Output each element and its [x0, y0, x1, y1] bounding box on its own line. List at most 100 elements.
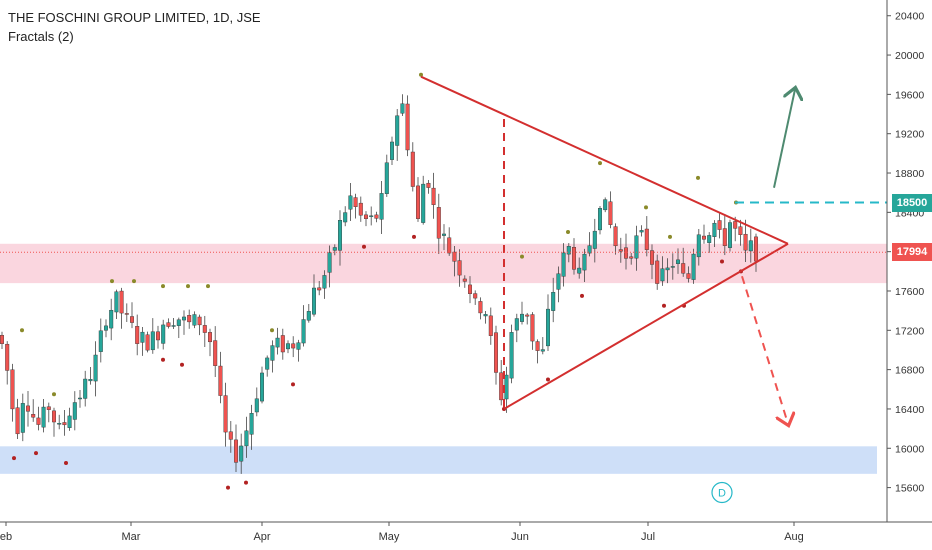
candle-body — [364, 214, 369, 219]
candle-body — [488, 315, 493, 336]
candle-body — [639, 230, 644, 233]
candle-body — [686, 273, 691, 279]
fractal-up-marker — [132, 279, 136, 284]
candle-body — [88, 379, 93, 382]
candle-body — [338, 220, 343, 251]
chart-legend: THE FOSCHINI GROUP LIMITED, 1D, JSE Frac… — [8, 8, 261, 46]
fractal-up-marker — [696, 175, 700, 180]
fractal-down-marker — [34, 451, 38, 456]
time-tick-label: Jul — [641, 531, 655, 543]
candle-body — [410, 151, 415, 187]
candle-body — [114, 291, 119, 313]
candle-body — [291, 343, 296, 349]
candle-body — [509, 332, 514, 379]
candle-body — [207, 332, 212, 343]
fractal-down-marker — [226, 485, 230, 490]
fractal-up-marker — [668, 234, 672, 239]
candle-body — [98, 330, 103, 352]
candle-body — [379, 193, 384, 220]
candle-body — [707, 235, 712, 243]
candle-body — [322, 275, 327, 289]
symbol-title[interactable]: THE FOSCHINI GROUP LIMITED, 1D, JSE — [8, 10, 261, 25]
candle-body — [52, 410, 57, 423]
candle-body — [296, 342, 301, 350]
price-tick-label: 17600 — [895, 286, 924, 298]
fractal-up-marker — [598, 161, 602, 166]
candle-body — [119, 290, 124, 314]
candle-body — [525, 314, 530, 317]
candle-body — [41, 406, 46, 428]
candle-body — [462, 278, 467, 282]
candles — [0, 94, 759, 474]
candle-body — [150, 331, 155, 351]
candle-body — [202, 325, 207, 333]
candle-body — [306, 311, 311, 321]
session-marker-circle — [711, 481, 733, 504]
price-tick-label: 16000 — [895, 443, 924, 455]
candle-body — [218, 365, 223, 396]
fractal-up-marker — [161, 284, 165, 289]
candle-body — [353, 197, 358, 207]
candle-body — [530, 314, 535, 342]
fractal-down-marker — [12, 456, 16, 461]
candle-body — [312, 287, 317, 315]
indicator-label[interactable]: Fractals (2) — [8, 29, 74, 44]
candle-body — [67, 415, 72, 428]
candle-body — [572, 247, 577, 270]
candle-body — [176, 319, 181, 326]
candle-body — [551, 292, 556, 311]
price-tick-label: 18800 — [895, 168, 924, 180]
candle-body — [187, 315, 192, 323]
candle-body — [405, 103, 410, 151]
candle-body — [135, 326, 140, 344]
candle-body — [400, 103, 405, 114]
candle-body — [343, 212, 348, 223]
candle-body — [634, 235, 639, 259]
candle-body — [608, 201, 613, 225]
time-axis-bg — [0, 522, 932, 550]
candle-body — [598, 208, 603, 231]
candle-body — [556, 273, 561, 290]
session-marker-label: D — [718, 488, 726, 500]
candle-body — [275, 337, 280, 348]
candle-body — [161, 324, 166, 344]
fractal-up-marker — [520, 254, 524, 259]
fractal-down-marker — [412, 234, 416, 239]
candle-body — [655, 260, 660, 284]
candle-body — [504, 374, 509, 400]
candle-body — [650, 250, 655, 265]
support-zone — [0, 446, 877, 474]
candle-body — [540, 349, 545, 352]
candle-body — [702, 235, 707, 240]
candle-body — [260, 372, 265, 402]
candle-body — [473, 293, 478, 299]
candle-body — [197, 316, 202, 326]
candle-body — [223, 395, 228, 433]
candle-body — [587, 245, 592, 254]
price-axis-bg — [887, 0, 932, 550]
candle-body — [629, 256, 634, 259]
fractal-down-marker — [362, 244, 366, 249]
candle-body — [624, 247, 629, 259]
fractal-up-marker — [644, 205, 648, 210]
fractal-down-marker — [662, 303, 666, 308]
candle-body — [395, 115, 400, 146]
candle-body — [733, 221, 738, 229]
candle-body — [374, 214, 379, 219]
candle-body — [431, 187, 436, 205]
wedge-lower-line — [503, 242, 789, 410]
candle-body — [426, 182, 431, 188]
candle-body — [499, 372, 504, 401]
candle-body — [233, 439, 238, 463]
candle-body — [254, 398, 259, 413]
price-tick-label: 20400 — [895, 11, 924, 23]
candle-body — [478, 301, 483, 314]
fractal-up-marker — [20, 328, 24, 333]
price-tag-18500: 18500 — [892, 193, 932, 212]
time-tick-label: Apr — [253, 531, 270, 543]
candle-body — [436, 207, 441, 239]
candle-body — [665, 267, 670, 271]
candle-body — [0, 335, 4, 344]
candle-body — [566, 246, 571, 255]
